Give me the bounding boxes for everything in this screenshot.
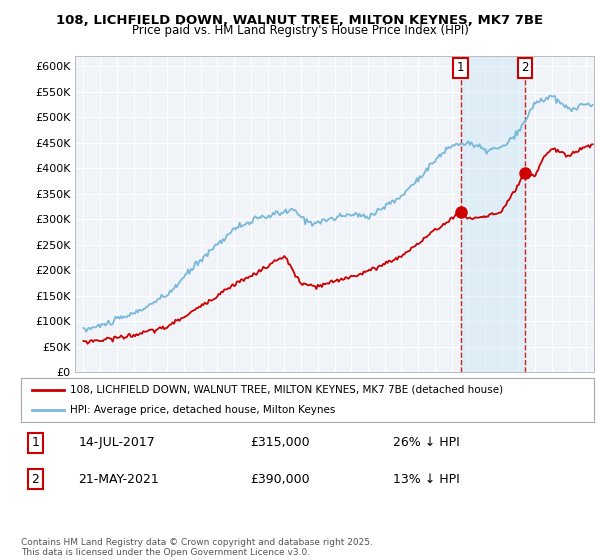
Text: 1: 1 [31,436,39,450]
Text: Contains HM Land Registry data © Crown copyright and database right 2025.
This d: Contains HM Land Registry data © Crown c… [21,538,373,557]
Text: 26% ↓ HPI: 26% ↓ HPI [394,436,460,450]
Text: 2: 2 [521,61,529,74]
Text: 108, LICHFIELD DOWN, WALNUT TREE, MILTON KEYNES, MK7 7BE (detached house): 108, LICHFIELD DOWN, WALNUT TREE, MILTON… [70,385,503,395]
Text: 21-MAY-2021: 21-MAY-2021 [79,473,159,486]
Text: HPI: Average price, detached house, Milton Keynes: HPI: Average price, detached house, Milt… [70,405,335,415]
Text: 108, LICHFIELD DOWN, WALNUT TREE, MILTON KEYNES, MK7 7BE: 108, LICHFIELD DOWN, WALNUT TREE, MILTON… [56,14,544,27]
Text: £390,000: £390,000 [250,473,310,486]
Text: 1: 1 [457,61,464,74]
Text: £315,000: £315,000 [250,436,310,450]
Text: 13% ↓ HPI: 13% ↓ HPI [394,473,460,486]
Bar [461,56,525,372]
Text: 2: 2 [31,473,39,486]
Text: Price paid vs. HM Land Registry's House Price Index (HPI): Price paid vs. HM Land Registry's House … [131,24,469,37]
Text: 14-JUL-2017: 14-JUL-2017 [79,436,155,450]
